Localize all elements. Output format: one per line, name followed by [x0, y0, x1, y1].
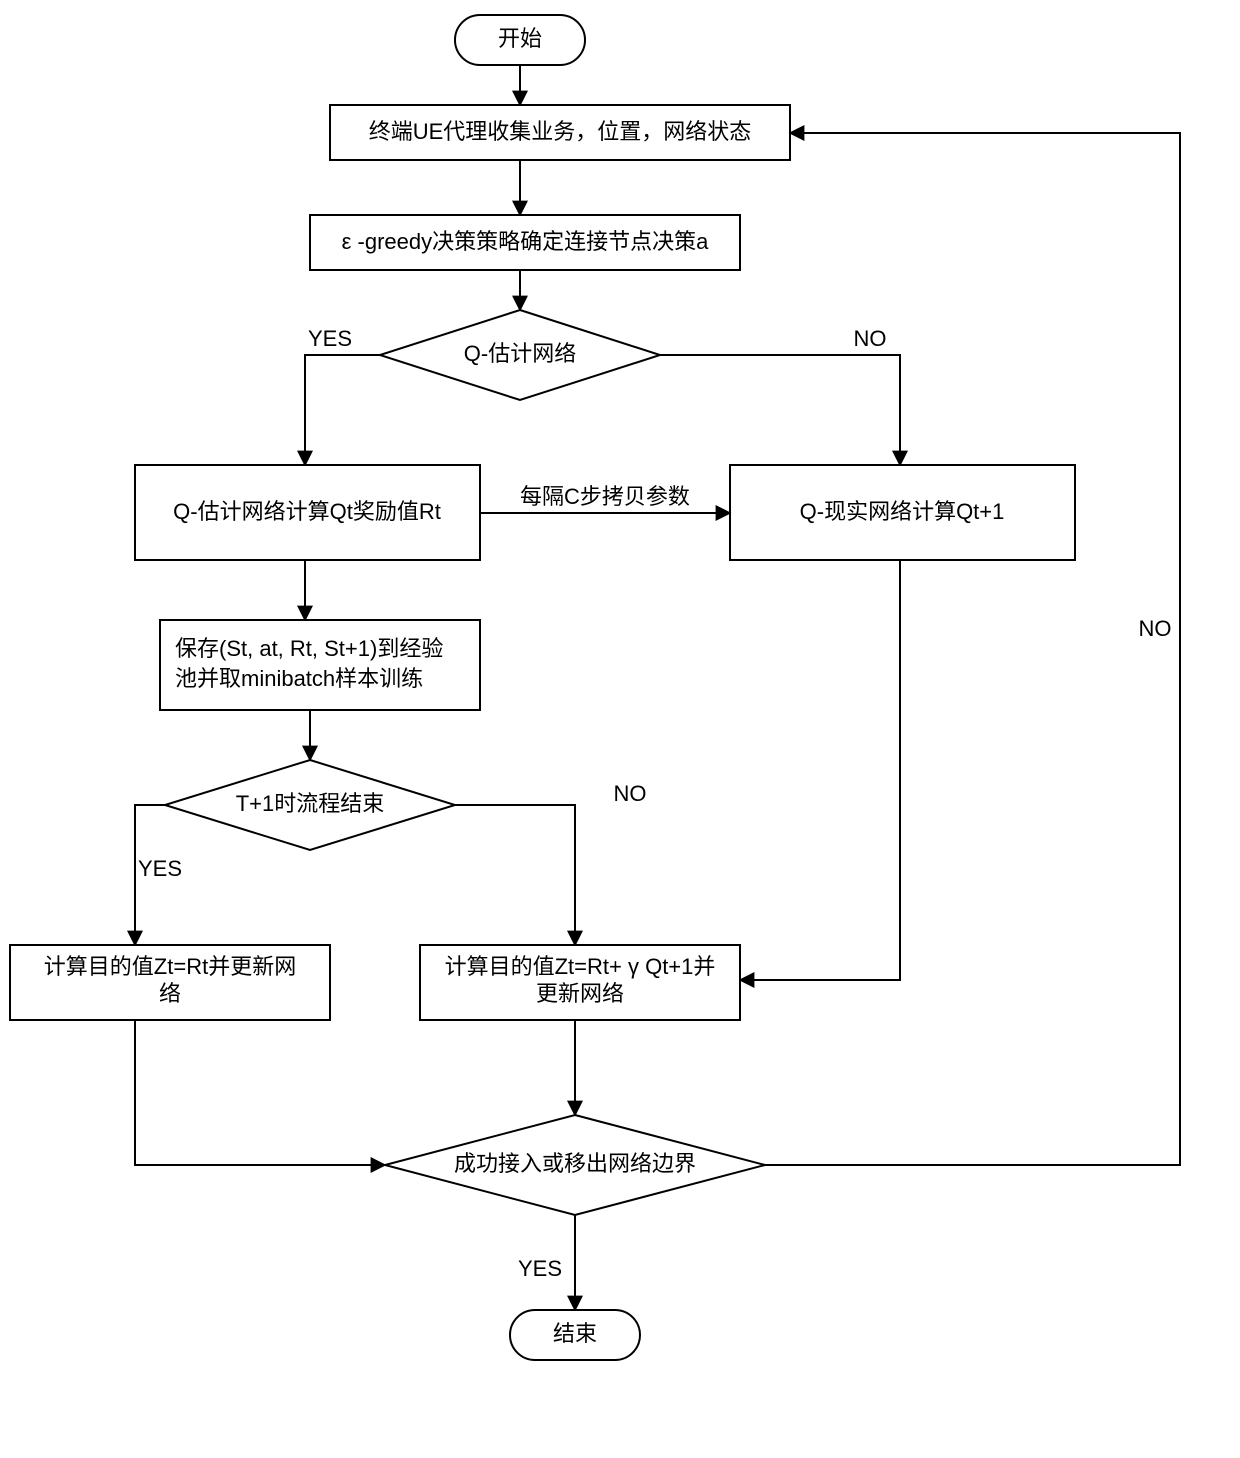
save-label-1: 保存(St, at, Rt, St+1)到经验 — [175, 636, 443, 661]
yes-end-label: YES — [138, 856, 182, 881]
yes-ok-label: YES — [518, 1256, 562, 1281]
edge-calcl-decok — [135, 1020, 385, 1165]
edge-decok-no — [765, 133, 1180, 1165]
no-end-label: NO — [614, 781, 647, 806]
save-label-2: 池并取minibatch样本训练 — [175, 666, 423, 691]
calc-r-label-1: 计算目的值Zt=Rt+ γ Qt+1并 — [445, 954, 716, 979]
qreal-label: Q-现实网络计算Qt+1 — [800, 499, 1005, 524]
edge-decqest-no — [660, 355, 900, 465]
edge-decqest-yes — [305, 355, 380, 465]
yes-qest-label: YES — [308, 326, 352, 351]
dec-ok-label: 成功接入或移出网络边界 — [454, 1151, 696, 1176]
edge-decend-no — [455, 805, 575, 945]
copy-label: 每隔C步拷贝参数 — [520, 484, 690, 509]
collect-label: 终端UE代理收集业务，位置，网络状态 — [369, 119, 752, 144]
start-label: 开始 — [498, 26, 542, 51]
no-ok-label: NO — [1139, 616, 1172, 641]
no-qest-label: NO — [854, 326, 887, 351]
egreedy-label: ε -greedy决策策略确定连接节点决策a — [342, 229, 710, 254]
calc-l-label-1: 计算目的值Zt=Rt并更新网 — [44, 954, 296, 979]
end-label: 结束 — [553, 1321, 597, 1346]
dec-qest-label: Q-估计网络 — [464, 341, 576, 366]
calc-r-label-2: 更新网络 — [536, 981, 624, 1006]
calc-l-label-2: 络 — [159, 981, 181, 1006]
dec-end-label: T+1时流程结束 — [236, 791, 385, 816]
qest-label: Q-估计网络计算Qt奖励值Rt — [173, 499, 441, 524]
edge-qreal-calcr — [740, 560, 900, 980]
